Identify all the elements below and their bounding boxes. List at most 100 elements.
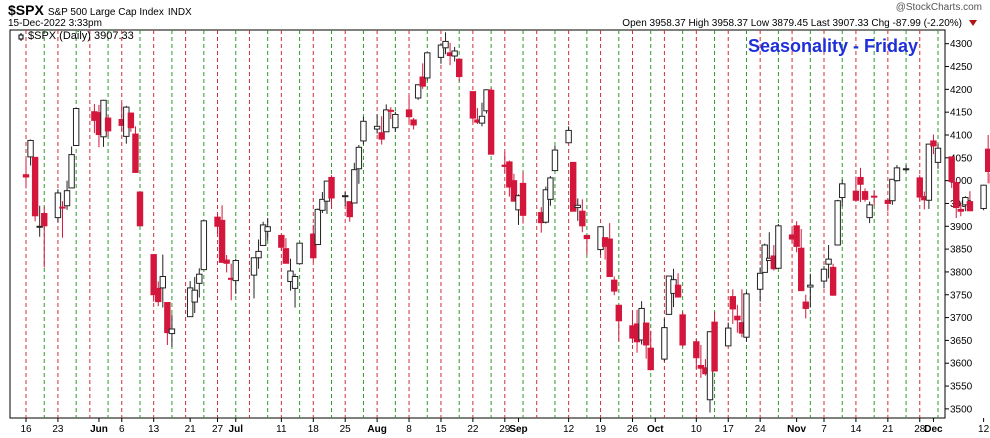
- candle-body: [870, 195, 878, 198]
- plot-frame: [9, 29, 946, 419]
- candle: [54, 189, 62, 223]
- candle-body: [934, 147, 942, 163]
- y-tick-label: 3550: [950, 382, 973, 393]
- candle-body: [373, 125, 381, 130]
- y-tick-label: 4300: [950, 39, 973, 50]
- x-tick-label: 11: [276, 424, 287, 435]
- y-tick-label: 3850: [950, 245, 973, 256]
- candle: [866, 201, 873, 224]
- candle: [456, 58, 463, 82]
- candle-body: [551, 149, 559, 172]
- candle: [278, 234, 285, 251]
- candle-body: [196, 273, 203, 284]
- candle-body: [647, 347, 654, 371]
- candle-body: [36, 225, 43, 228]
- candle: [392, 111, 399, 132]
- candle-body: [291, 275, 299, 289]
- y-tick-label: 3750: [950, 290, 973, 301]
- candle: [346, 201, 353, 222]
- candle-body: [980, 184, 987, 209]
- y-tick-label: 4050: [950, 153, 973, 164]
- candle-body: [200, 220, 208, 271]
- candle-body: [218, 219, 226, 263]
- candle-body: [355, 146, 363, 170]
- candle-body: [223, 259, 230, 264]
- candle: [319, 192, 326, 214]
- candle: [342, 192, 349, 207]
- candle-body: [547, 177, 554, 200]
- candle-body: [164, 302, 171, 334]
- candle: [282, 238, 290, 264]
- candle-body: [155, 287, 162, 303]
- candle: [647, 330, 654, 371]
- candle-body: [360, 120, 367, 142]
- candle-body: [711, 321, 718, 372]
- x-tick-label: Sep: [509, 424, 527, 435]
- candle: [734, 304, 741, 333]
- candle: [930, 134, 937, 155]
- legend-icon: [18, 33, 24, 41]
- candle: [793, 221, 800, 253]
- candle: [519, 172, 527, 224]
- y-tick-label: 4200: [950, 85, 973, 96]
- candle: [223, 255, 230, 273]
- candle: [570, 161, 577, 212]
- candle: [414, 84, 422, 100]
- candle-body: [410, 119, 417, 126]
- candle: [756, 267, 764, 302]
- candle: [980, 184, 987, 211]
- x-tick-label: 19: [595, 424, 607, 435]
- candle: [948, 156, 955, 188]
- candle: [579, 199, 586, 233]
- x-tick-label: 25: [340, 424, 352, 435]
- candle: [984, 134, 990, 184]
- candle: [934, 144, 942, 169]
- candle: [565, 126, 572, 144]
- candle-body: [414, 84, 422, 99]
- candle-body: [861, 191, 869, 200]
- candle-body: [387, 109, 395, 112]
- candle: [310, 224, 317, 262]
- candle: [820, 265, 828, 289]
- candle-body: [342, 195, 349, 198]
- candle: [36, 205, 43, 237]
- x-tick-label: 23: [52, 424, 64, 435]
- candle-body: [437, 44, 445, 58]
- candle-body: [574, 204, 581, 209]
- candle: [168, 314, 176, 347]
- candle: [360, 116, 367, 145]
- candle-body: [296, 242, 303, 265]
- candle-body: [487, 89, 495, 155]
- candle-body: [966, 201, 974, 212]
- candle: [870, 190, 878, 206]
- candle-body: [729, 296, 736, 310]
- x-tick-label: 22: [467, 424, 479, 435]
- candle: [957, 203, 964, 217]
- candle-body: [346, 201, 353, 218]
- candle-body: [255, 250, 262, 259]
- legend-label: $SPX (Daily) 3907.33: [28, 30, 134, 42]
- candle: [642, 322, 650, 359]
- x-tick-label: Oct: [647, 424, 664, 435]
- candle-body: [72, 108, 80, 146]
- candle: [469, 91, 477, 122]
- candle: [196, 268, 203, 298]
- candle: [966, 191, 974, 212]
- x-tick-label: 10: [691, 424, 703, 435]
- candle: [697, 344, 705, 378]
- x-tick-label: 16: [20, 424, 32, 435]
- y-tick-label: 4250: [950, 62, 973, 73]
- candle-body: [798, 247, 805, 292]
- candle-body: [984, 148, 990, 173]
- y-tick-label: 3500: [950, 404, 973, 415]
- candle-body: [136, 191, 144, 227]
- candle: [884, 197, 892, 212]
- candle: [889, 178, 896, 205]
- candle-body: [319, 198, 326, 211]
- x-tick-label: 15: [435, 424, 447, 435]
- candle-body: [570, 161, 577, 212]
- candle: [259, 221, 267, 246]
- x-tick-label: Jul: [229, 424, 244, 435]
- chart-title: Seasonality - Friday: [748, 36, 918, 56]
